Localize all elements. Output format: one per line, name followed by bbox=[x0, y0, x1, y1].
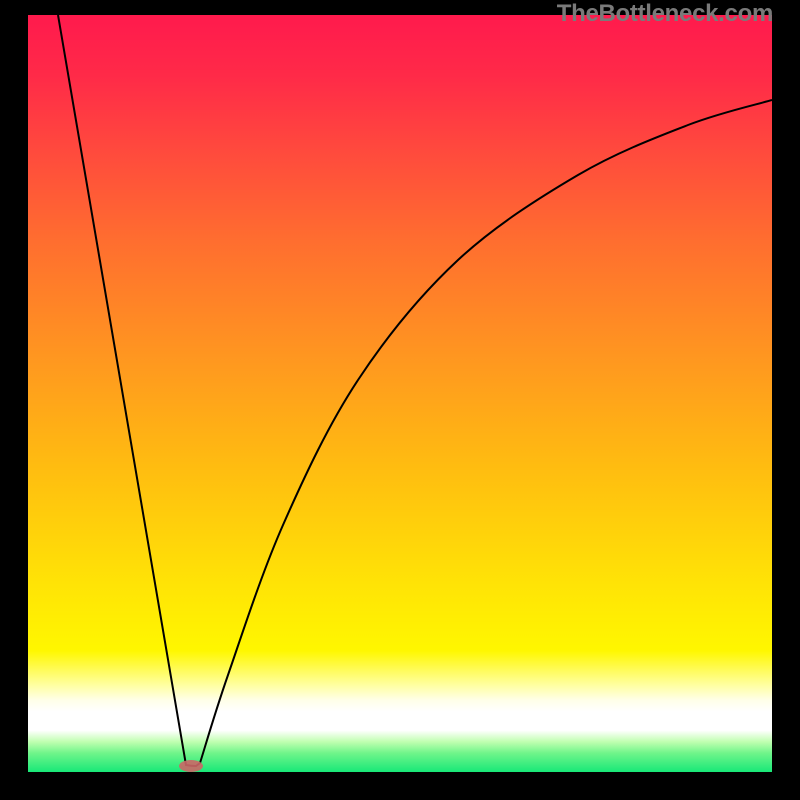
plot-area bbox=[28, 15, 772, 772]
bottleneck-curve bbox=[58, 15, 772, 766]
curve-layer bbox=[28, 15, 772, 772]
watermark-text: TheBottleneck.com bbox=[557, 0, 773, 28]
optimal-marker bbox=[179, 760, 203, 772]
chart-container: TheBottleneck.com bbox=[0, 0, 800, 800]
